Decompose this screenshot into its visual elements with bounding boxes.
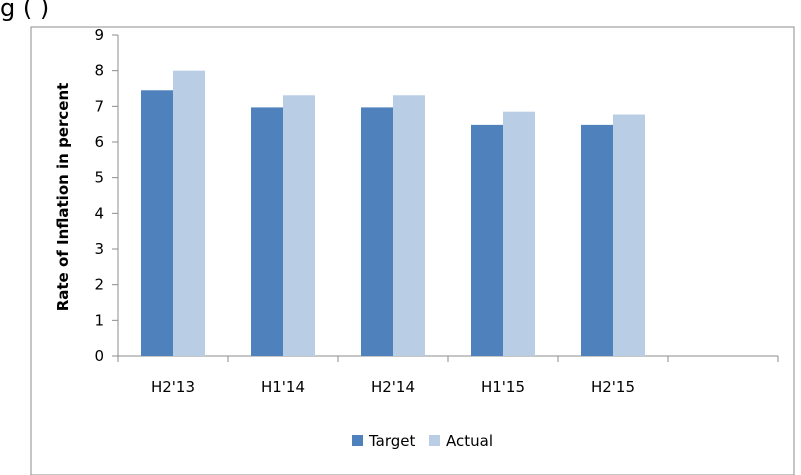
- legend-label-actual: Actual: [446, 432, 493, 450]
- x-tick-label: H2'14: [371, 378, 415, 396]
- x-axis: H2'13 H1'14 H2'14 H1'15 H2'15: [117, 355, 779, 396]
- bar-actual: [283, 95, 315, 356]
- x-tick-label: H2'15: [591, 378, 635, 396]
- y-tick-label: 2: [94, 276, 104, 294]
- bar-target: [361, 107, 393, 356]
- bar-target: [471, 124, 503, 356]
- y-tick-label: 9: [94, 26, 104, 44]
- bar-actual: [173, 70, 205, 357]
- legend-swatch-target: [352, 435, 363, 446]
- bar-target: [581, 124, 613, 356]
- y-tick-label: 4: [94, 204, 104, 222]
- legend: Target Actual: [352, 432, 493, 450]
- bar-target: [141, 90, 173, 357]
- y-tick-label: 3: [94, 240, 104, 258]
- y-tick-label: 0: [94, 347, 104, 365]
- x-tick-label: H1'15: [481, 378, 525, 396]
- legend-swatch-actual: [429, 435, 440, 446]
- chart-title-fragment: g ( ): [0, 0, 49, 22]
- y-axis-label: Rate of Inflation in percent: [54, 83, 72, 312]
- x-tick-label: H2'13: [151, 378, 195, 396]
- bars: [141, 70, 645, 357]
- x-tick-label: H1'14: [261, 378, 305, 396]
- bar-actual: [393, 95, 425, 356]
- bar-target: [251, 107, 283, 356]
- y-tick-label: 7: [94, 97, 104, 115]
- y-tick-label: 5: [94, 169, 104, 187]
- legend-label-target: Target: [368, 432, 416, 450]
- y-tick-label: 6: [94, 133, 104, 151]
- y-axis: 0 1 2 3 4 5 6 7 8 9: [94, 26, 119, 365]
- y-tick-label: 8: [94, 62, 104, 80]
- bar-actual: [613, 114, 645, 356]
- bar-actual: [503, 111, 535, 356]
- y-tick-label: 1: [94, 311, 104, 329]
